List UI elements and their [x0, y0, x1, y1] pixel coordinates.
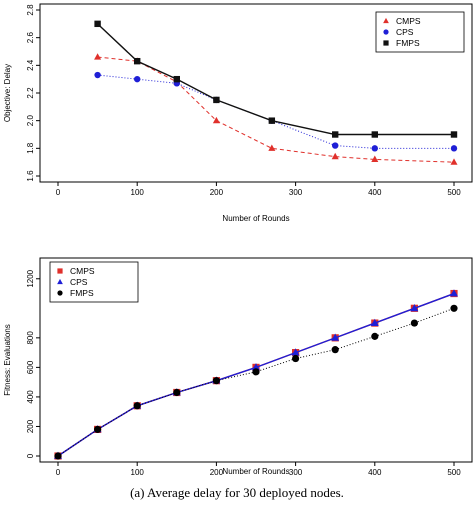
legend-marker-cmps [57, 268, 63, 274]
x-tick-label: 400 [368, 188, 382, 197]
x-tick-label: 200 [210, 468, 224, 477]
y-tick-label: 2.6 [26, 32, 35, 44]
x-tick-label: 500 [447, 188, 461, 197]
data-point-cps [94, 71, 101, 79]
x-tick-label: 300 [289, 188, 303, 197]
x-axis-label: Number of Rounds [222, 467, 289, 476]
data-point-fmps [213, 96, 220, 104]
series-line-fmps [97, 23, 454, 136]
legend-label-cmps: CMPS [396, 16, 421, 26]
legend-box [49, 261, 139, 303]
data-point-cps [332, 142, 339, 149]
data-point-cmps [268, 144, 276, 151]
x-tick-label: 400 [368, 468, 382, 477]
data-point-cmps [212, 116, 220, 124]
data-point-fmps [292, 354, 300, 363]
x-tick-label: 300 [289, 468, 303, 477]
y-tick-label: 2.4 [26, 59, 35, 71]
legend-marker-fmps [383, 40, 389, 46]
y-axis-label: Objective: Delay [3, 64, 12, 122]
chart-1: 0 100 200 300 400 500 1.6 1.8 2.0 2.2 2.4 2.6 2.8 Num… [3, 3, 473, 223]
data-point-cps [450, 145, 458, 152]
y-tick-label: 2.8 [26, 4, 35, 16]
data-point-cmps [450, 158, 458, 165]
legend-marker-fmps [57, 290, 63, 296]
series-line-cmps [97, 56, 455, 163]
data-point-fmps [94, 425, 102, 434]
data-point-fmps [173, 388, 181, 397]
y-tick-label: 400 [26, 390, 35, 404]
x-tick-label: 500 [447, 468, 461, 477]
y-tick-label: 1.6 [26, 170, 35, 182]
legend-marker-cmps [383, 17, 389, 24]
data-point-fmps [252, 368, 260, 376]
x-tick-label: 200 [210, 188, 224, 197]
figure-caption: (a) Average delay for 30 deployed nodes. [130, 485, 344, 500]
data-point-fmps [54, 452, 62, 460]
plot-frame [39, 257, 473, 463]
y-tick-label: 0 [26, 453, 35, 458]
data-point-fmps [268, 117, 276, 124]
data-point-fmps [173, 75, 180, 83]
y-tick-label: 1200 [26, 269, 35, 287]
data-point-cps [371, 145, 378, 152]
data-point-cps [331, 333, 340, 341]
y-tick-label: 800 [26, 331, 35, 345]
x-tick-label: 0 [56, 188, 61, 197]
legend-label-cps: CPS [70, 277, 88, 287]
data-point-fmps [371, 332, 379, 340]
data-point-cmps [371, 155, 379, 162]
legend-label-cmps: CMPS [70, 266, 95, 276]
data-point-fmps [410, 319, 418, 327]
data-point-cmps [331, 152, 339, 160]
data-point-cps [291, 348, 300, 356]
y-axis-label: Fitness: Evaluations [3, 324, 12, 396]
data-point-fmps [450, 131, 458, 138]
x-tick-label: 0 [56, 468, 61, 477]
data-point-fmps [212, 377, 220, 385]
y-tick-label: 2.0 [26, 115, 35, 127]
x-tick-label: 100 [131, 468, 145, 477]
y-tick-label: 600 [26, 360, 35, 374]
legend-label-cps: CPS [396, 27, 414, 37]
chart-2: 0 100 200 300 400 500 0 200 400 600 800 1200 Number … [3, 257, 473, 477]
data-point-cmps [94, 53, 102, 60]
legend-box [375, 11, 465, 53]
charts-figure: 0 100 200 300 400 500 1.6 1.8 2.0 2.2 2.4 2.6 2.8 Num… [3, 3, 473, 477]
data-point-fmps [134, 57, 141, 65]
data-point-cps [450, 289, 458, 297]
data-point-fmps [94, 20, 101, 28]
y-tick-label: 200 [26, 419, 35, 433]
legend-marker-cps [57, 278, 63, 285]
data-point-cps [134, 75, 141, 83]
x-tick-label: 100 [131, 188, 145, 197]
series-line-fmps [57, 307, 455, 457]
data-point-cps [252, 363, 260, 371]
legend-label-fmps: FMPS [396, 38, 420, 48]
data-point-fmps [450, 304, 458, 312]
data-point-cps [410, 303, 419, 312]
data-point-fmps [331, 346, 339, 354]
data-point-fmps [332, 131, 339, 138]
y-tick-label: 1.8 [26, 142, 35, 154]
legend-label-fmps: FMPS [70, 288, 94, 298]
data-point-fmps [133, 402, 141, 410]
data-point-fmps [371, 131, 378, 138]
series-line-cps [97, 74, 454, 149]
x-axis-label: Number of Rounds [222, 214, 289, 223]
y-tick-label: 2.2 [26, 87, 35, 99]
legend-marker-cps [383, 29, 389, 35]
data-point-cps [370, 318, 379, 326]
